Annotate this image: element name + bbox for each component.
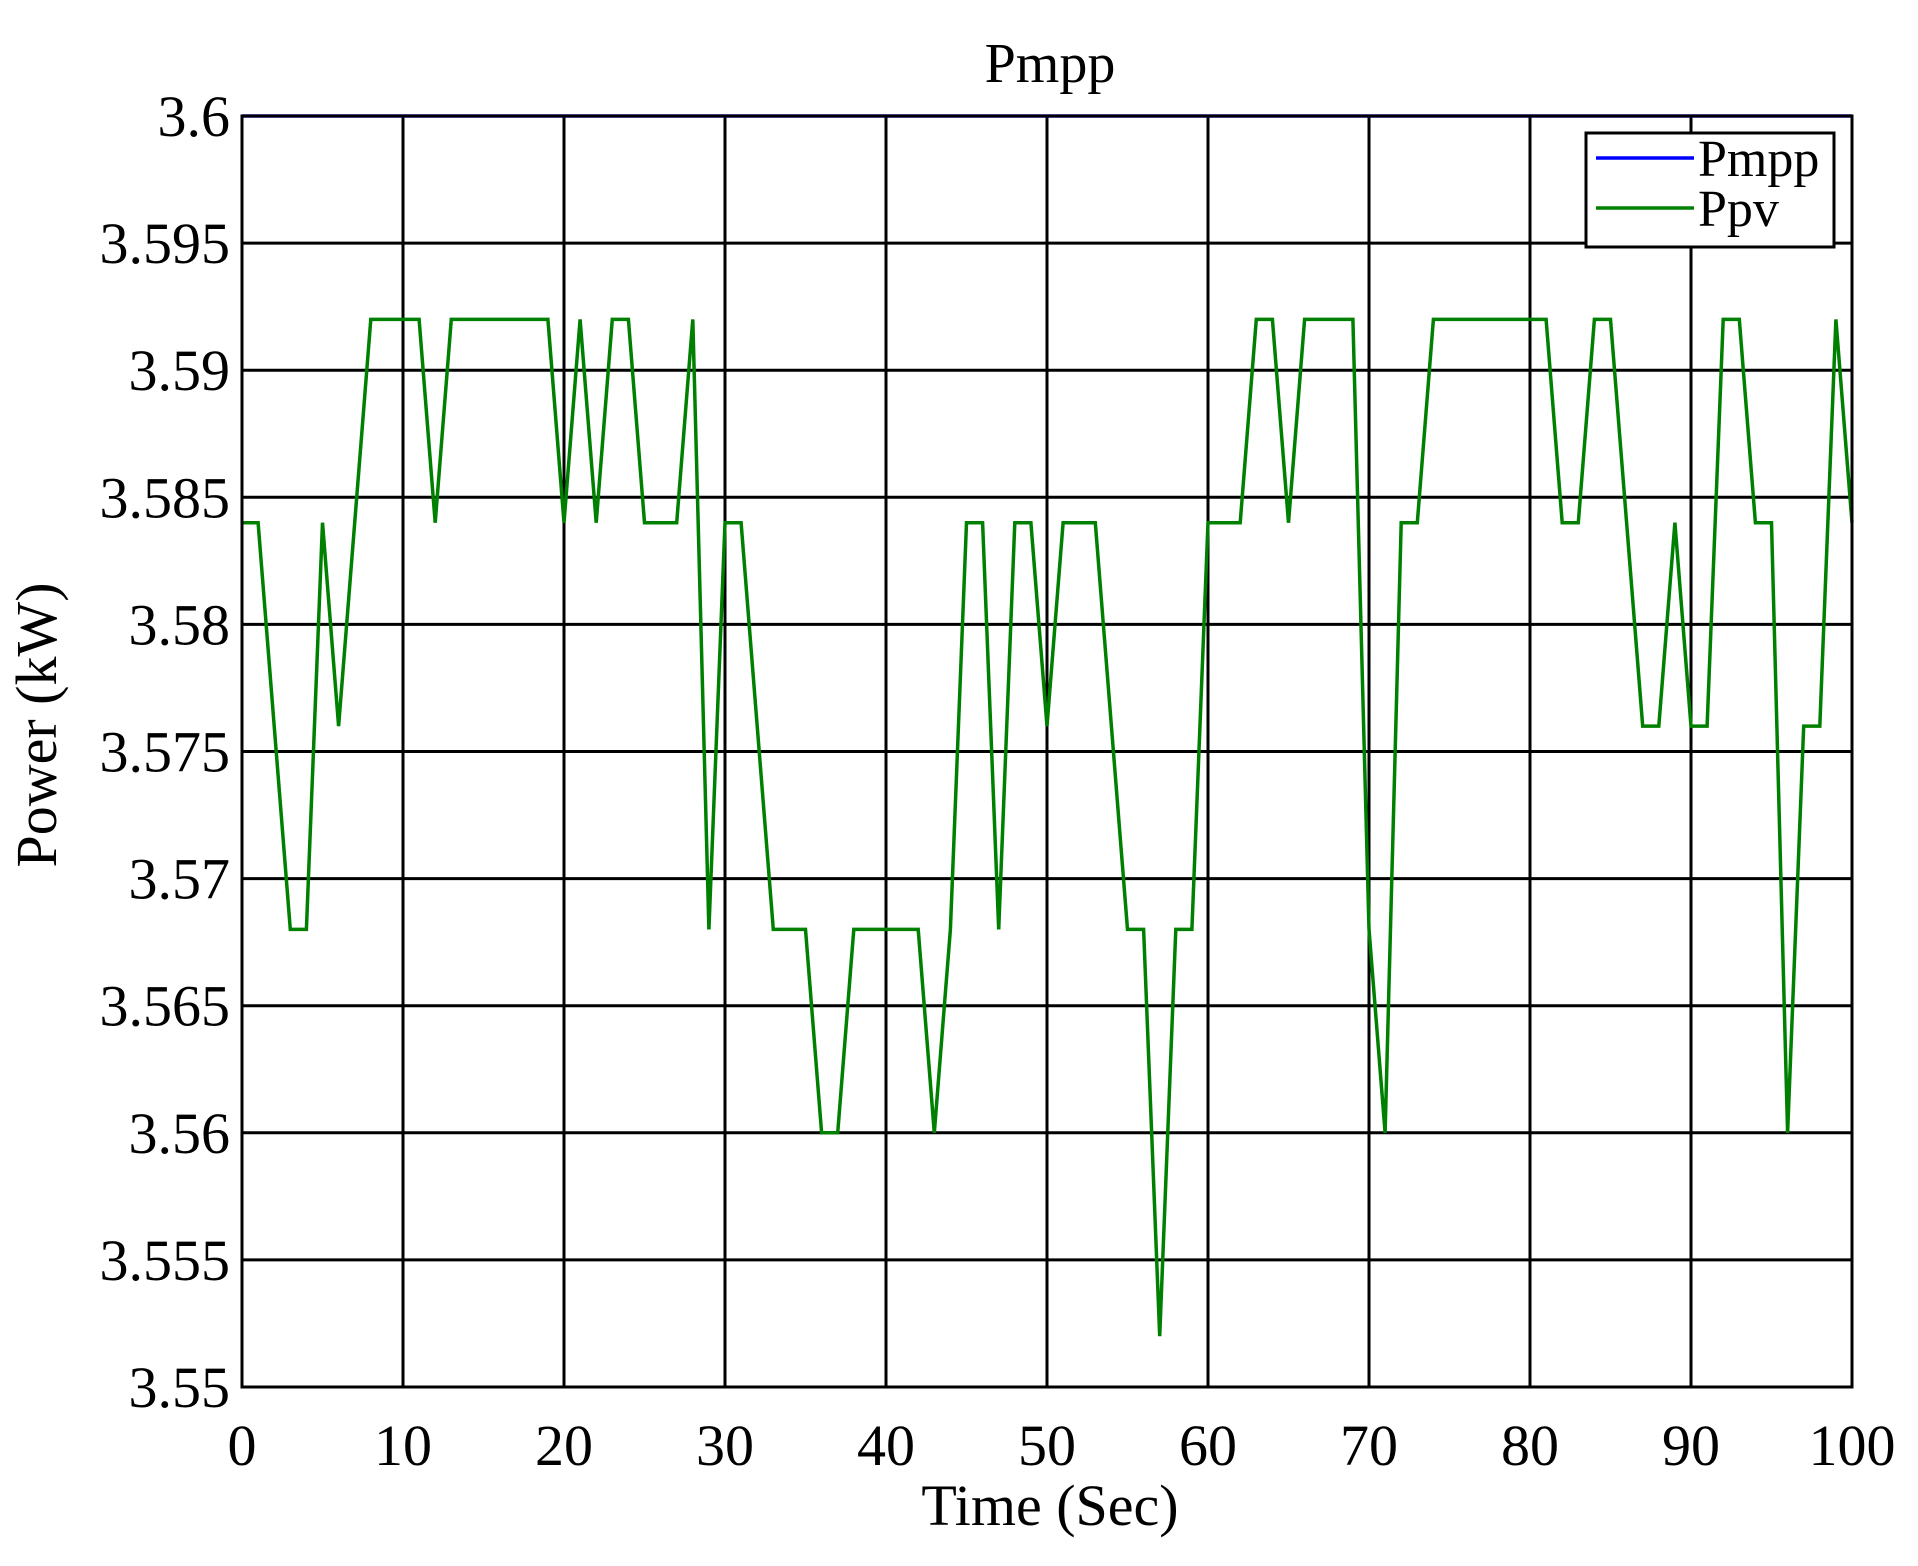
y-axis-title: Power (kW) (4, 582, 69, 867)
y-tick-labels: 3.55 3.555 3.56 3.565 3.57 3.575 3.58 3.585 3.59… (100, 84, 231, 1420)
x-tick-label: 70 (1340, 1413, 1398, 1478)
x-tick-label: 30 (696, 1413, 754, 1478)
x-tick-label: 40 (857, 1413, 915, 1478)
x-axis-title: Time (Sec) (921, 1473, 1178, 1538)
x-tick-label: 60 (1179, 1413, 1237, 1478)
y-tick-label: 3.585 (100, 465, 231, 530)
y-tick-label: 3.575 (100, 720, 231, 785)
y-tick-label: 3.565 (100, 974, 231, 1039)
series-line-ppv (242, 317, 1854, 1337)
y-tick-label: 3.57 (129, 847, 231, 912)
x-tick-label: 90 (1662, 1413, 1720, 1478)
legend-box (1584, 131, 1836, 249)
x-tick-label: 20 (535, 1413, 593, 1478)
x-tick-label: 10 (374, 1413, 432, 1478)
y-tick-label: 3.59 (129, 338, 231, 403)
grid (240, 114, 1854, 1389)
legend-label: Pmpp (1698, 131, 1819, 188)
y-tick-label: 3.595 (100, 211, 231, 276)
y-tick-label: 3.56 (129, 1101, 231, 1166)
x-tick-label: 0 (228, 1413, 257, 1478)
y-tick-label: 3.555 (100, 1228, 231, 1293)
x-tick-label: 80 (1501, 1413, 1559, 1478)
y-tick-label: 3.55 (129, 1355, 231, 1420)
y-tick-label: 3.6 (158, 84, 231, 149)
chart-title: Pmpp (985, 33, 1116, 95)
legend-label: Ppv (1698, 181, 1779, 238)
x-tick-label: 100 (1809, 1413, 1896, 1478)
y-tick-label: 3.58 (129, 592, 231, 657)
x-tick-labels: 0 10 20 30 40 50 60 70 80 90 100 (228, 1413, 1896, 1478)
plot-frame (240, 114, 1854, 1389)
x-tick-label: 50 (1018, 1413, 1076, 1478)
